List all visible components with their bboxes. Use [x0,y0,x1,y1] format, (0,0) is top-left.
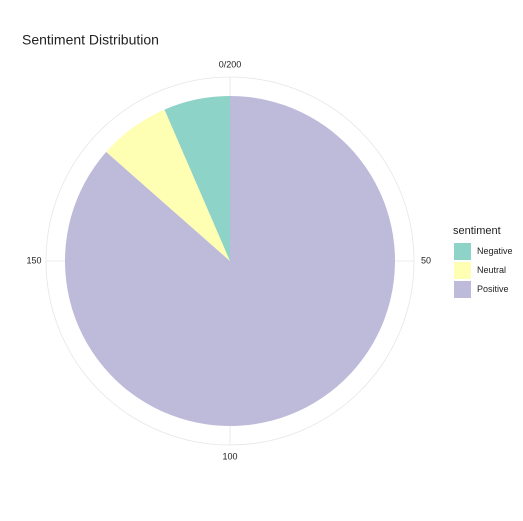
legend-key [454,281,471,298]
legend-key [454,262,471,279]
theta-tick-label: 100 [222,451,237,461]
theta-tick-label: 0/200 [219,59,242,69]
legend-key [454,243,471,260]
legend-title: sentiment [453,225,501,237]
pie-slice [164,96,230,261]
legend-label: Positive [477,284,509,294]
chart-title: Sentiment Distribution [22,32,159,48]
legend-label: Negative [477,246,513,256]
pie-slice [106,109,230,261]
theta-tick-label: 50 [421,255,431,265]
legend-label: Neutral [477,265,506,275]
theta-tick-label: 150 [26,255,41,265]
